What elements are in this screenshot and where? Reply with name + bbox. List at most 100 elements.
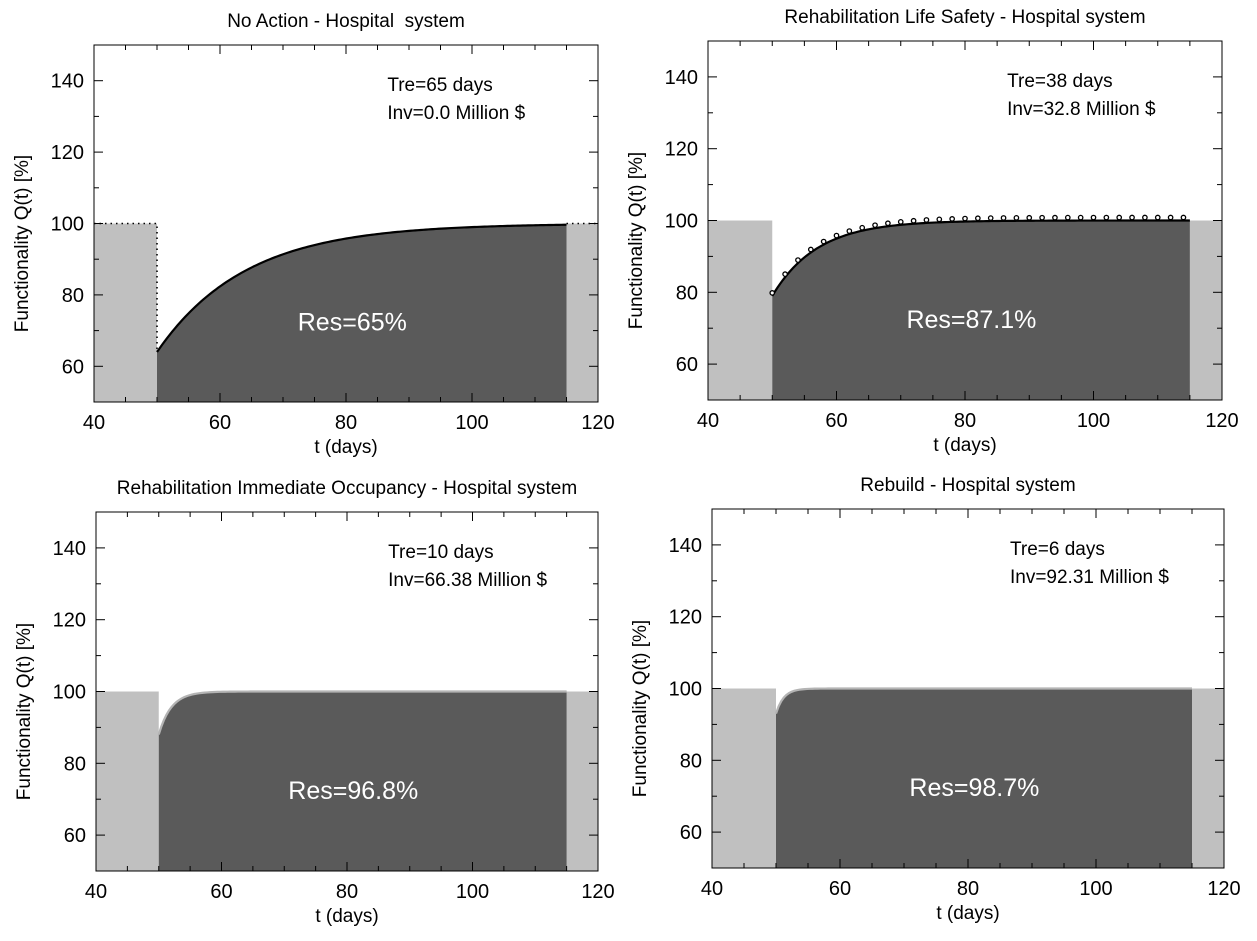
curve-marker — [1039, 214, 1045, 221]
y-tick-label: 60 — [64, 825, 86, 847]
y-tick-label: 140 — [53, 538, 86, 560]
recovery-time-label: Tre=65 days — [387, 75, 492, 96]
y-tick-label: 140 — [665, 67, 698, 89]
curve-marker — [897, 218, 904, 225]
curve-marker — [1026, 214, 1033, 221]
y-axis-label: Functionality Q(t) [%] — [626, 152, 647, 329]
resilience-label: Res=96.8% — [288, 777, 418, 805]
post-recovery-area — [1189, 220, 1222, 400]
panel-title: Rehabilitation Immediate Occupancy - Hos… — [117, 478, 577, 499]
recovery-area — [157, 224, 567, 402]
post-recovery-area — [1192, 688, 1224, 868]
y-axis-label: Functionality Q(t) [%] — [14, 623, 35, 800]
recovery-time-label: Tre=38 days — [1007, 71, 1112, 92]
x-tick-label: 60 — [210, 881, 232, 903]
y-tick-label: 80 — [680, 750, 702, 772]
curve-marker — [1000, 215, 1007, 221]
x-tick-label: 120 — [581, 881, 614, 903]
y-tick-label: 80 — [676, 282, 698, 304]
chart-panel-1: 40 60 80 100 120 60 80 100 120 140 t (days) Functio… — [12, 11, 615, 458]
y-tick-label: 60 — [680, 822, 702, 844]
recovery-area — [772, 220, 1190, 400]
investment-label: Inv=66.38 Million $ — [388, 570, 547, 591]
y-axis-label: Functionality Q(t) [%] — [630, 620, 651, 797]
curve-marker — [1154, 214, 1161, 221]
x-axis-label: t (days) — [936, 903, 999, 924]
x-tick-label: 120 — [1207, 878, 1240, 900]
curve-marker — [910, 217, 917, 224]
curve-marker — [769, 290, 776, 296]
curve-marker — [1052, 214, 1058, 221]
y-tick-label: 100 — [665, 211, 698, 233]
y-tick-label: 140 — [669, 535, 702, 557]
curve-marker — [1090, 214, 1097, 221]
curve-marker — [923, 217, 930, 223]
y-tick-label: 120 — [53, 610, 86, 632]
investment-label: Inv=32.8 Million $ — [1007, 99, 1156, 120]
x-tick-label: 100 — [456, 881, 489, 903]
resilience-label: Res=87.1% — [906, 306, 1036, 334]
recovery-area — [158, 691, 567, 871]
x-tick-label: 60 — [209, 412, 231, 434]
curve-marker — [949, 216, 956, 222]
investment-label: Inv=0.0 Million $ — [387, 103, 525, 124]
resilience-label: Res=98.7% — [909, 774, 1039, 802]
curve-marker — [885, 220, 891, 227]
curve-marker — [872, 222, 878, 229]
y-tick-label: 120 — [669, 607, 702, 629]
curve-marker — [846, 228, 853, 234]
curve-marker — [820, 238, 827, 245]
curve-marker — [1167, 214, 1174, 221]
y-tick-label: 100 — [51, 214, 84, 236]
x-axis-label: t (days) — [315, 906, 378, 927]
pre-event-area — [96, 691, 159, 871]
x-tick-label: 120 — [581, 412, 614, 434]
x-tick-label: 60 — [825, 410, 847, 432]
x-tick-label: 120 — [1205, 410, 1238, 432]
panel-title: No Action - Hospital system — [227, 11, 465, 32]
investment-label: Inv=92.31 Million $ — [1010, 567, 1169, 588]
y-tick-label: 140 — [51, 71, 84, 93]
x-tick-label: 40 — [85, 881, 107, 903]
pre-event-area — [94, 223, 157, 402]
recovery-curve — [771, 219, 1190, 297]
y-axis-label: Functionality Q(t) [%] — [12, 155, 33, 332]
curve-marker — [1129, 214, 1135, 221]
x-tick-label: 100 — [455, 412, 488, 434]
x-tick-label: 80 — [954, 410, 976, 432]
curve-marker — [1116, 214, 1123, 221]
curve-marker — [1064, 214, 1071, 221]
pre-event-area — [712, 688, 776, 868]
recovery-curve — [157, 690, 567, 735]
y-tick-label: 80 — [64, 753, 86, 775]
x-tick-label: 60 — [829, 878, 851, 900]
curve-marker — [833, 232, 840, 239]
chart-panel-2: 40 60 80 100 120 60 80 100 120 140 t (days) Functio… — [626, 7, 1239, 456]
x-axis-label: t (days) — [933, 435, 996, 456]
pre-event-area — [708, 220, 773, 400]
curve-marker — [1180, 214, 1187, 221]
x-tick-label: 40 — [83, 412, 105, 434]
chart-panel-4: 40 60 80 100 120 60 80 100 120 140 t (days) Functio… — [630, 475, 1241, 924]
curve-marker — [782, 271, 788, 278]
x-tick-label: 80 — [335, 412, 357, 434]
recovery-area — [776, 688, 1192, 868]
curve-marker — [1142, 214, 1148, 221]
curve-marker — [1103, 214, 1110, 221]
y-tick-label: 100 — [669, 679, 702, 701]
chart-panel-3: 40 60 80 100 120 60 80 100 120 140 t (days) Functio… — [14, 478, 615, 927]
curve-marker — [795, 257, 801, 263]
x-tick-label: 100 — [1077, 410, 1110, 432]
curve-marker — [936, 216, 943, 223]
y-tick-label: 60 — [676, 354, 698, 376]
dotted-reference-line — [94, 222, 158, 353]
recovery-time-label: Tre=10 days — [388, 542, 493, 563]
y-tick-label: 60 — [62, 356, 84, 378]
x-tick-label: 40 — [701, 878, 723, 900]
y-tick-label: 100 — [53, 682, 86, 704]
recovery-curve — [774, 687, 1192, 715]
curve-marker — [974, 215, 981, 222]
x-axis-label: t (days) — [314, 437, 377, 458]
x-tick-label: 80 — [957, 878, 979, 900]
